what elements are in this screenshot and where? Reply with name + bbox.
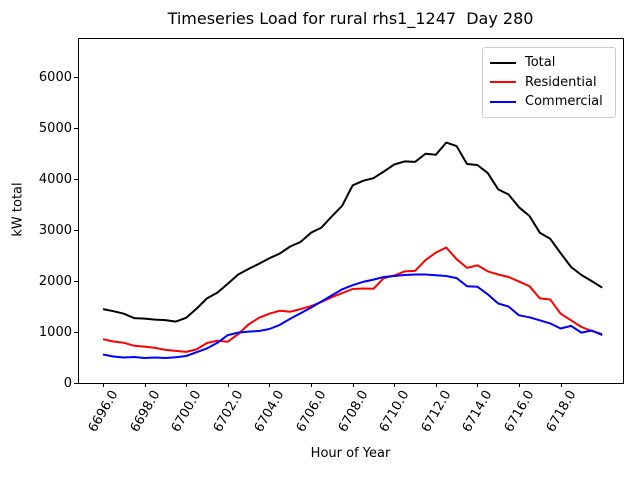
y-tick-label: 3000 [38, 222, 72, 238]
y-tick-label: 5000 [38, 120, 72, 136]
legend-line-sample [490, 61, 516, 64]
series-line-total [102, 141, 603, 323]
legend-entry-residential: Residential [490, 73, 607, 93]
y-tick-label: 0 [63, 375, 72, 391]
x-axis-label: Hour of Year [310, 446, 391, 461]
legend-entry-total: Total [490, 53, 607, 73]
legend-line-sample [490, 81, 516, 84]
legend-line-sample [490, 100, 516, 103]
legend-label: Residential [525, 74, 597, 90]
y-tick-label: 6000 [38, 69, 72, 85]
legend-label: Commercial [525, 94, 603, 110]
y-tick-label: 1000 [38, 324, 72, 340]
legend-label: Total [525, 55, 556, 71]
chart-title: Timeseries Load for rural rhs1_1247 Day … [167, 9, 534, 28]
y-tick-label: 2000 [38, 273, 72, 289]
y-axis-label: kW total [10, 182, 26, 237]
series-line-commercial [102, 273, 603, 359]
axes-spines [78, 38, 624, 384]
legend-entry-commercial: Commercial [490, 92, 607, 112]
legend: Total Residential Commercial [482, 47, 616, 118]
series-line-residential [102, 246, 603, 353]
y-tick-label: 4000 [38, 171, 72, 187]
